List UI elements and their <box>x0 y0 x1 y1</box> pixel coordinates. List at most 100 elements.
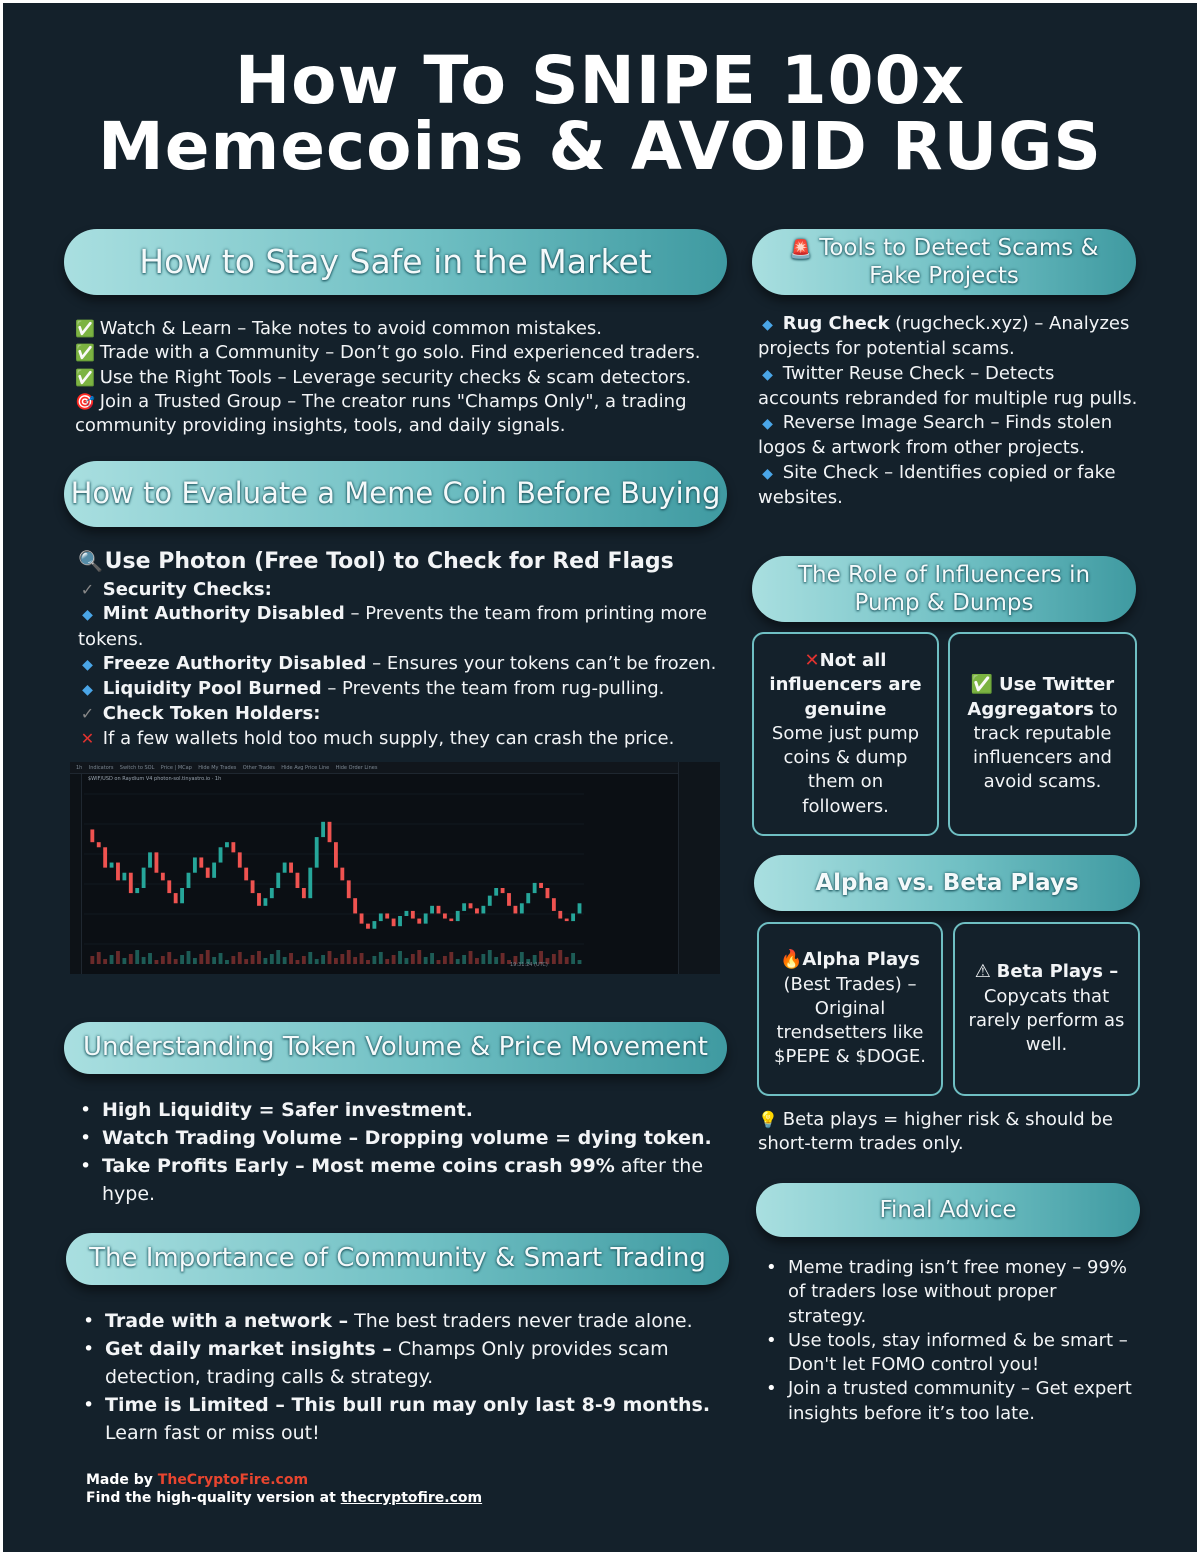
candle <box>109 862 114 868</box>
volume-bar <box>199 954 204 964</box>
volume-bar <box>346 950 351 964</box>
volume-bar <box>571 953 576 964</box>
magnifier-icon: 🔍 <box>78 549 103 573</box>
candle <box>558 910 563 919</box>
section-heading-alpha-beta: Alpha vs. Beta Plays <box>754 855 1140 911</box>
volume-bar <box>205 950 210 964</box>
volume-item: Watch Trading Volume – Dropping volume =… <box>80 1124 732 1152</box>
volume-bar <box>372 956 377 964</box>
cross-mark-icon: ✕ <box>80 728 95 748</box>
volume-bar <box>519 952 524 964</box>
candle <box>301 888 306 899</box>
volume-bar <box>148 953 152 964</box>
candle <box>564 918 569 922</box>
chart-toolbar: 1h Indicators Switch to SOL Price | MCap… <box>70 762 720 774</box>
volume-bar <box>212 957 217 964</box>
checkmark-icon: ✓ <box>80 704 95 724</box>
candle <box>372 921 377 929</box>
volume-bar <box>385 959 390 964</box>
volume-bar <box>449 952 454 964</box>
volume-bar <box>430 953 434 964</box>
candle <box>180 888 184 904</box>
volume-bar <box>366 960 370 964</box>
volume-bar <box>500 953 505 964</box>
volume-bar <box>327 951 332 964</box>
volume-item: Take Profits Early – Most meme coins cra… <box>80 1152 732 1208</box>
candle <box>378 913 383 922</box>
made-by-link[interactable]: TheCryptoFire.com <box>157 1472 309 1488</box>
candle <box>353 898 358 914</box>
candle <box>577 903 582 914</box>
volume-bar <box>154 960 159 964</box>
volume-bar <box>237 952 242 964</box>
volume-bar <box>417 950 422 964</box>
volume-item: High Liquidity = Safer investment. <box>80 1096 732 1124</box>
advice-item: Use tools, stay informed & be smart – Do… <box>766 1329 1140 1378</box>
candle <box>449 918 454 922</box>
check-holders-label: ✓ Check Token Holders: <box>78 702 733 726</box>
influencers-tip-card: ✅ Use Twitter Aggregators to track reput… <box>948 632 1137 836</box>
check-mark-icon: ✅ <box>75 319 95 338</box>
candle <box>513 905 518 914</box>
volume-bar <box>128 954 133 964</box>
volume-bar <box>455 959 460 964</box>
volume-bar <box>532 955 537 964</box>
influencers-warning-card: ✕Not all influencers are genuine Some ju… <box>752 632 939 836</box>
candle <box>199 857 204 868</box>
volume-bar <box>225 960 229 964</box>
checkmark-icon: ✓ <box>80 580 95 599</box>
candle <box>103 847 108 868</box>
candle <box>205 867 210 878</box>
blue-diamond-icon: ◆ <box>82 656 93 673</box>
candle <box>468 903 473 909</box>
volume-bar <box>494 957 499 964</box>
volume-bar <box>173 959 178 964</box>
volume-bar <box>340 954 345 964</box>
community-item: Trade with a network – The best traders … <box>83 1307 745 1335</box>
volume-bar <box>116 951 120 964</box>
candle <box>391 918 396 927</box>
candle <box>295 872 300 888</box>
advice-item: Join a trusted community – Get expert in… <box>766 1377 1140 1426</box>
candle <box>359 913 364 924</box>
candle <box>545 888 550 899</box>
volume-bar <box>109 955 114 964</box>
volume-bar <box>513 956 518 964</box>
candle <box>269 888 274 899</box>
beta-note: 💡 Beta plays = higher risk & should be s… <box>758 1109 1113 1155</box>
check-mark-icon: ✅ <box>970 674 994 696</box>
site-link[interactable]: thecryptofire.com <box>340 1490 483 1506</box>
section-heading-volume: Understanding Token Volume & Price Movem… <box>64 1022 727 1074</box>
candle <box>116 862 120 881</box>
volume-bar <box>378 952 383 964</box>
section-heading-influencers: The Role of Influencers in Pump & Dumps <box>752 556 1136 622</box>
candle <box>442 913 447 919</box>
volume-bar <box>398 951 402 964</box>
candle <box>346 880 351 899</box>
volume-bar <box>160 956 165 964</box>
community-list: Trade with a network – The best traders … <box>83 1307 745 1447</box>
volume-bar <box>186 951 191 964</box>
section-heading-evaluate: How to Evaluate a Meme Coin Before Buyin… <box>64 461 727 527</box>
stay-safe-list: ✅ Watch & Learn – Take notes to avoid co… <box>75 317 730 438</box>
price-chart <box>84 793 584 964</box>
volume-bar <box>462 955 467 964</box>
volume-bar <box>423 957 428 964</box>
candle <box>398 916 402 927</box>
candle <box>519 903 524 914</box>
volume-bar <box>551 954 556 964</box>
volume-bar <box>263 958 268 964</box>
warning-icon: ⚠ <box>974 961 991 983</box>
candle <box>231 842 236 853</box>
volume-bar <box>90 956 95 964</box>
candle <box>475 908 479 914</box>
volume-bar <box>269 954 274 964</box>
light-bulb-icon: 💡 <box>758 1110 778 1129</box>
section-heading-stay-safe: How to Stay Safe in the Market <box>64 229 727 295</box>
candle <box>192 857 197 873</box>
candle <box>282 862 287 873</box>
volume-bar <box>231 956 236 964</box>
volume-bar <box>558 950 563 964</box>
section-heading-community: The Importance of Community & Smart Trad… <box>66 1233 729 1285</box>
target-icon: 🎯 <box>75 391 95 411</box>
